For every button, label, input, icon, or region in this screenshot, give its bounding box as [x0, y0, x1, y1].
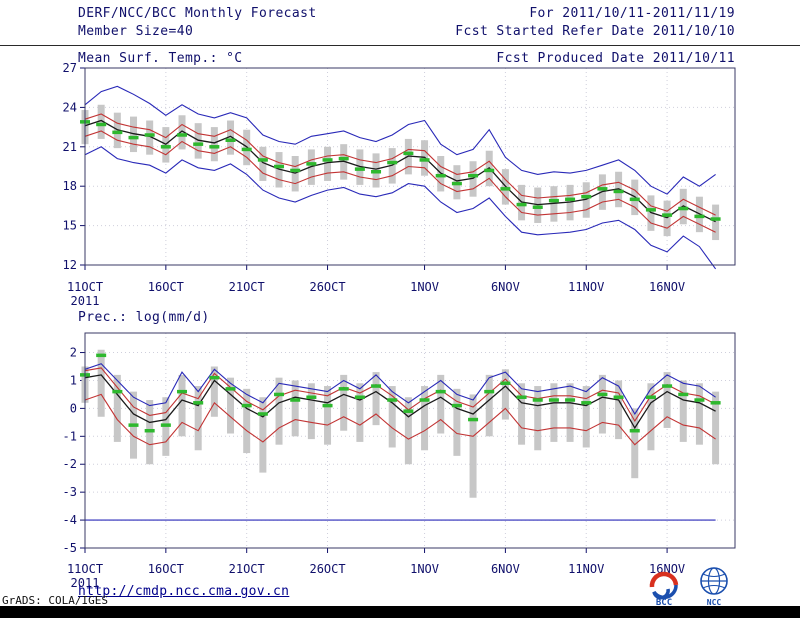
svg-text:2011: 2011: [71, 294, 100, 308]
svg-text:2: 2: [70, 346, 77, 360]
svg-text:-1: -1: [63, 429, 77, 443]
svg-text:-3: -3: [63, 485, 77, 499]
svg-text:21OCT: 21OCT: [229, 562, 265, 576]
svg-text:2011: 2011: [71, 576, 100, 590]
page-title: DERF/NCC/BCC Monthly Forecast: [78, 6, 317, 21]
svg-text:NCC: NCC: [707, 598, 722, 607]
svg-text:26OCT: 26OCT: [309, 280, 345, 294]
svg-text:24: 24: [63, 100, 77, 114]
prec-panel-label: Prec.: log(mm/d): [78, 310, 210, 325]
svg-text:-2: -2: [63, 457, 77, 471]
svg-text:27: 27: [63, 61, 77, 75]
svg-text:15: 15: [63, 219, 77, 233]
fcst-refer-date: Fcst Started Refer Date 2011/10/10: [455, 24, 735, 39]
member-size-label: Member Size=40: [78, 24, 194, 39]
bcc-logo-swirl-red: [649, 571, 679, 588]
svg-text:6NOV: 6NOV: [491, 562, 520, 576]
temp-panel-label: Mean Surf. Temp.: °C: [78, 51, 243, 66]
fcst-produced-date: Fcst Produced Date 2011/10/11: [496, 51, 735, 66]
header-divider: [0, 45, 800, 46]
svg-text:6NOV: 6NOV: [491, 280, 520, 294]
svg-text:1NOV: 1NOV: [410, 280, 439, 294]
website-link[interactable]: http://cmdp.ncc.cma.gov.cn: [78, 584, 290, 599]
bcc-logo-swirl-blue: [652, 584, 678, 600]
temperature-chart: 11OCT 16OCT 21OCT 26OCT 1NOV 6NOV 11NOV 16NOV 20…: [63, 61, 736, 308]
svg-text:21OCT: 21OCT: [229, 280, 265, 294]
svg-text:11NOV: 11NOV: [568, 280, 604, 294]
ncc-logo: NCC: [691, 566, 737, 607]
svg-text:BCC: BCC: [656, 598, 672, 607]
svg-text:1NOV: 1NOV: [410, 562, 439, 576]
bcc-logo: BCC: [641, 567, 687, 608]
svg-text:21: 21: [63, 140, 77, 154]
svg-text:16NOV: 16NOV: [649, 280, 685, 294]
forecast-range: For 2011/10/11-2011/11/19: [529, 6, 735, 21]
bottom-black-strip: [0, 606, 800, 618]
svg-text:-5: -5: [63, 541, 77, 555]
svg-text:11OCT: 11OCT: [67, 280, 103, 294]
svg-text:16OCT: 16OCT: [148, 280, 184, 294]
svg-text:11NOV: 11NOV: [568, 562, 604, 576]
svg-text:11OCT: 11OCT: [67, 562, 103, 576]
svg-text:12: 12: [63, 258, 77, 272]
svg-text:16OCT: 16OCT: [148, 562, 184, 576]
svg-text:0: 0: [70, 401, 77, 415]
svg-text:16NOV: 16NOV: [649, 562, 685, 576]
precipitation-chart: 11OCT 16OCT 21OCT 26OCT 1NOV 6NOV 11NOV 16NOV20…: [63, 332, 736, 590]
svg-text:-4: -4: [63, 513, 77, 527]
grads-credit: GrADS: COLA/IGES: [2, 594, 108, 607]
svg-text:1: 1: [70, 373, 77, 387]
svg-text:18: 18: [63, 179, 77, 193]
svg-text:26OCT: 26OCT: [309, 562, 345, 576]
